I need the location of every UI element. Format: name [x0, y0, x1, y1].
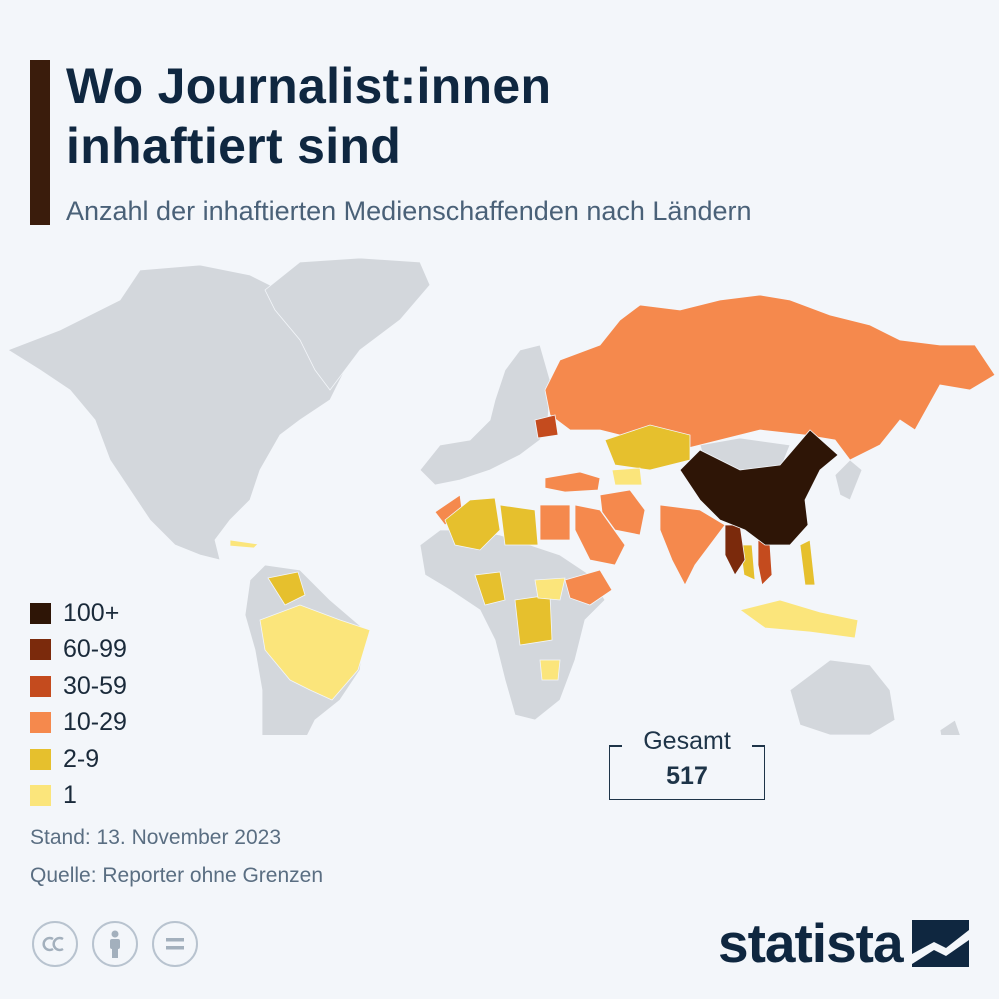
- legend-swatch: [30, 712, 51, 734]
- statista-wordmark: statista: [718, 912, 904, 974]
- region-japan: [834, 459, 863, 501]
- date-note: Stand: 13. November 2023: [30, 826, 281, 849]
- total-box-border-right: [752, 745, 764, 747]
- country-brazil: [259, 604, 371, 701]
- title-accent-bar: [30, 60, 50, 225]
- attribution-icon[interactable]: [92, 921, 138, 967]
- legend-label: 2-9: [63, 744, 100, 773]
- country-algeria: [444, 497, 501, 551]
- country-myanmar: [724, 524, 746, 576]
- attribution-icon-glyph: [110, 930, 120, 958]
- legend-swatch: [30, 602, 51, 624]
- total-label: Gesamt: [643, 727, 731, 755]
- legend-swatch: [30, 675, 51, 697]
- title-line-2: inhaftiert sind: [66, 118, 402, 174]
- region-greenland: [264, 257, 431, 391]
- countries-100-plus: [679, 429, 839, 546]
- countries-10-29: [434, 471, 726, 606]
- legend-label: 1: [63, 781, 77, 810]
- statista-logo-icon: [912, 920, 969, 967]
- country-venezuela: [267, 571, 306, 606]
- country-india: [659, 504, 726, 586]
- no-derivatives-icon-glyph: [166, 938, 184, 950]
- region-australia: [789, 659, 896, 735]
- no-derivatives-icon[interactable]: [152, 921, 198, 967]
- country-egypt: [539, 504, 571, 541]
- page-title: Wo Journalist:innen inhaftiert sind: [66, 56, 551, 176]
- countries-30-59: [534, 414, 773, 586]
- country-indonesia: [739, 599, 859, 639]
- legend-swatch: [30, 639, 51, 661]
- subtitle: Anzahl der inhaftierten Medienschaffende…: [66, 196, 752, 226]
- legend-label: 100+: [63, 598, 120, 627]
- source-note: Quelle: Reporter ohne Grenzen: [30, 864, 324, 887]
- legend-item: 1: [30, 778, 127, 815]
- country-china: [679, 429, 839, 546]
- country-cameroon: [474, 571, 506, 606]
- country-belarus: [534, 414, 559, 439]
- legend-item: 2-9: [30, 741, 127, 778]
- total-value: 517: [666, 762, 708, 790]
- countries-1: [229, 467, 859, 701]
- legend-label: 30-59: [63, 671, 127, 700]
- country-russia: [544, 294, 996, 461]
- total-box: Gesamt 517: [609, 727, 765, 800]
- country-dr-congo: [514, 594, 553, 646]
- legend-item: 10-29: [30, 705, 127, 742]
- legend-label: 60-99: [63, 635, 127, 664]
- country-zimbabwe: [539, 659, 561, 681]
- legend-label: 10-29: [63, 708, 127, 737]
- legend-item: 100+: [30, 595, 127, 632]
- title-line-1: Wo Journalist:innen: [66, 58, 552, 114]
- map-legend: 100+ 60-99 30-59 10-29 2-9 1: [30, 595, 127, 814]
- cc-icon-glyph: [42, 936, 64, 952]
- region-new-zealand: [939, 719, 961, 735]
- legend-item: 60-99: [30, 632, 127, 669]
- legend-item: 30-59: [30, 668, 127, 705]
- country-turkey: [544, 471, 601, 493]
- country-libya: [499, 504, 539, 546]
- world-map: [7, 257, 996, 735]
- country-sudan: [534, 577, 566, 601]
- legend-swatch: [30, 748, 51, 770]
- country-vietnam: [757, 539, 773, 586]
- cc-icon[interactable]: [32, 921, 78, 967]
- legend-swatch: [30, 785, 51, 807]
- country-uzbekistan: [611, 467, 643, 486]
- region-europe: [419, 344, 551, 486]
- countries-2-9: [267, 424, 816, 646]
- region-africa-rest: [419, 529, 606, 721]
- country-iran: [599, 489, 646, 536]
- country-philippines: [799, 539, 816, 586]
- country-cuba: [229, 539, 259, 549]
- country-eritrea-ethiopia: [564, 569, 613, 606]
- countries-60-99: [724, 524, 746, 576]
- total-box-border-left: [610, 745, 622, 747]
- country-saudi-arabia: [574, 504, 626, 566]
